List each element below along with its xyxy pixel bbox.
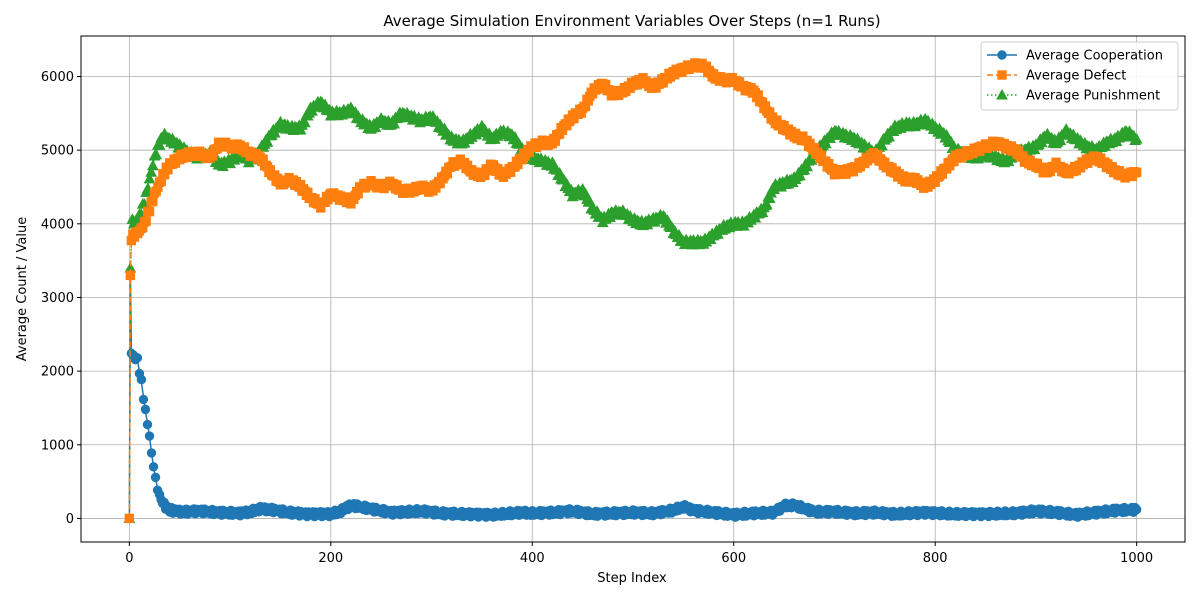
- y-tick-label: 6000: [41, 70, 74, 85]
- data-point: [143, 172, 156, 184]
- data-point: [148, 462, 159, 472]
- data-point: [146, 448, 157, 458]
- legend-label: Average Cooperation: [1026, 49, 1163, 64]
- data-point: [1131, 167, 1142, 177]
- plot-frame: [80, 35, 1186, 543]
- data-point: [125, 270, 136, 281]
- series-line: [128, 275, 1137, 519]
- data-point: [141, 216, 151, 226]
- x-axis-label: Step Index: [597, 571, 667, 586]
- data-point: [760, 198, 773, 210]
- chart-title: Average Simulation Environment Variables…: [383, 12, 880, 30]
- series-average-punishment: [123, 95, 1143, 523]
- legend-label: Average Punishment: [1026, 89, 1160, 104]
- x-axis: 0 200 400 600 800 1000: [125, 542, 1153, 566]
- legend-item: Average Defect: [987, 69, 1126, 84]
- data-point: [124, 513, 135, 524]
- data-point: [801, 160, 814, 172]
- series-average-cooperation: [124, 270, 1142, 524]
- data-point: [1131, 504, 1142, 515]
- legend-marker-swatch: [997, 50, 1007, 60]
- data-point: [261, 136, 274, 147]
- data-point: [138, 394, 149, 405]
- data-point: [150, 148, 163, 160]
- data-point: [819, 137, 832, 149]
- data-point: [388, 117, 401, 129]
- x-tick-label: 0: [125, 551, 133, 566]
- x-tick-label: 800: [923, 551, 948, 566]
- data-point: [794, 169, 806, 181]
- grid-lines: [81, 36, 1185, 542]
- y-tick-label: 4000: [41, 217, 74, 232]
- y-tick-label: 0: [66, 512, 74, 527]
- series-markers: [123, 95, 1143, 523]
- series-layer: [123, 58, 1143, 524]
- y-tick-label: 2000: [41, 365, 74, 380]
- data-point: [876, 139, 888, 151]
- data-point: [299, 116, 311, 128]
- data-point: [153, 139, 166, 150]
- data-point: [140, 404, 151, 415]
- data-point: [148, 196, 158, 206]
- data-point: [142, 419, 153, 430]
- data-point: [1130, 133, 1143, 144]
- data-point: [1054, 134, 1067, 146]
- data-point: [883, 130, 896, 142]
- data-point: [145, 166, 158, 177]
- legend-label: Average Defect: [1026, 69, 1126, 84]
- series-average-defect: [124, 58, 1142, 524]
- x-tick-label: 200: [318, 551, 343, 566]
- y-tick-label: 5000: [41, 144, 74, 159]
- data-point: [132, 353, 143, 363]
- data-point: [146, 159, 159, 171]
- x-tick-label: 1000: [1120, 551, 1153, 566]
- y-axis-label: Average Count / Value: [15, 217, 30, 361]
- data-point: [144, 206, 155, 217]
- x-tick-label: 600: [721, 551, 746, 566]
- series-line: [128, 101, 1138, 519]
- legend-box: [980, 41, 1179, 111]
- y-axis: 0 1000 2000 3000 4000 5000 6000: [41, 70, 81, 527]
- legend-item: Average Cooperation: [987, 49, 1163, 64]
- legend-item: Average Punishment: [987, 89, 1160, 104]
- legend: Average Cooperation Average Defect Average…: [980, 41, 1179, 111]
- data-point: [763, 192, 776, 203]
- data-point: [136, 374, 147, 385]
- y-tick-label: 1000: [41, 438, 74, 453]
- data-point: [150, 472, 161, 483]
- legend-marker-swatch: [996, 88, 1008, 100]
- series-markers: [124, 270, 1142, 524]
- data-point: [144, 431, 155, 441]
- y-tick-label: 3000: [41, 291, 74, 306]
- series-markers: [124, 58, 1142, 524]
- legend-marker-swatch: [997, 70, 1007, 80]
- x-tick-label: 400: [520, 551, 545, 566]
